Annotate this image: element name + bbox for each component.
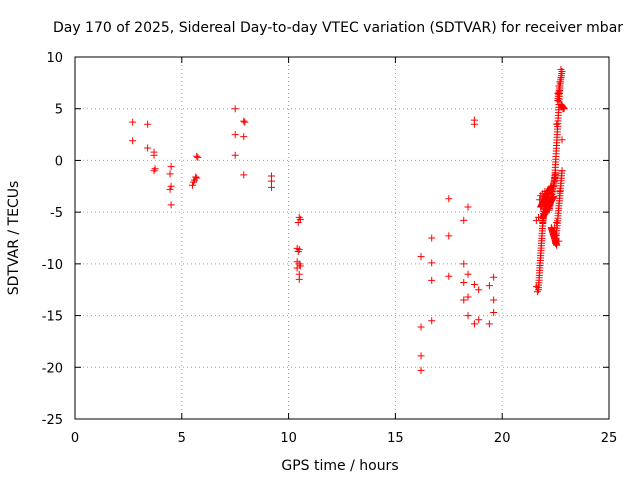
data-point — [558, 167, 566, 175]
data-point — [166, 170, 174, 178]
data-points — [129, 65, 568, 374]
x-tick-label: 10 — [280, 431, 297, 446]
y-tick-label: 10 — [46, 51, 63, 66]
y-axis-label: SDTVAR / TECUs — [6, 181, 22, 296]
data-point — [240, 171, 248, 179]
data-point — [188, 181, 196, 189]
data-point — [460, 216, 468, 224]
data-point — [464, 293, 472, 301]
data-point — [231, 151, 239, 159]
data-point — [464, 312, 472, 320]
plot-frame — [74, 56, 610, 420]
data-point — [167, 163, 175, 171]
data-point — [192, 173, 200, 181]
data-point — [295, 275, 303, 283]
data-point — [428, 317, 436, 325]
data-point — [475, 316, 483, 324]
data-point — [558, 67, 566, 75]
data-point — [485, 320, 493, 328]
data-point — [460, 260, 468, 268]
data-point — [166, 185, 174, 193]
data-point — [490, 273, 498, 281]
data-point — [167, 201, 175, 209]
x-tick-label: 5 — [178, 431, 186, 446]
data-point — [294, 218, 302, 226]
data-point — [129, 137, 137, 145]
data-point — [490, 308, 498, 316]
data-point — [464, 270, 472, 278]
x-axis-label: GPS time / hours — [281, 458, 398, 474]
data-point — [460, 278, 468, 286]
x-tick-label: 15 — [387, 431, 404, 446]
data-point — [150, 151, 158, 159]
data-point — [470, 320, 478, 328]
data-point — [241, 118, 249, 126]
data-point — [417, 253, 425, 261]
y-tick-label: -25 — [42, 413, 63, 428]
data-point — [560, 105, 568, 113]
data-point — [475, 286, 483, 294]
chart-title: Day 170 of 2025, Sidereal Day-to-day VTE… — [53, 20, 623, 36]
data-point — [445, 232, 453, 240]
data-point — [167, 182, 175, 190]
data-point — [485, 282, 493, 290]
data-point — [293, 264, 301, 272]
data-point — [428, 259, 436, 267]
data-point — [470, 120, 478, 128]
data-point — [464, 203, 472, 211]
data-point — [295, 245, 303, 253]
data-point — [193, 174, 201, 182]
x-tick-labels: 0 5 10 15 20 25 — [71, 431, 617, 446]
data-point — [445, 272, 453, 280]
y-tick-label: -10 — [42, 258, 63, 273]
data-point — [129, 118, 137, 126]
data-point — [268, 177, 276, 185]
data-point — [417, 352, 425, 360]
grid-lines — [75, 57, 609, 419]
data-point — [268, 183, 276, 191]
data-point — [231, 131, 239, 139]
data-point — [470, 281, 478, 289]
data-point — [231, 105, 239, 113]
data-point — [240, 117, 248, 125]
y-tick-label: -5 — [50, 206, 63, 221]
data-point — [460, 296, 468, 304]
y-tick-labels: 10 5 0 -5 -10 -15 -20 -25 — [42, 51, 63, 428]
data-point — [428, 234, 436, 242]
x-tick-label: 25 — [601, 431, 618, 446]
x-tick-label: 20 — [494, 431, 511, 446]
data-point — [445, 195, 453, 203]
data-point — [417, 366, 425, 374]
data-point — [150, 167, 158, 175]
data-point — [240, 133, 248, 141]
y-tick-label: 0 — [55, 154, 63, 169]
data-point — [144, 120, 152, 128]
y-tick-label: -20 — [42, 361, 63, 376]
y-tick-label: -15 — [42, 310, 63, 325]
axis-ticks — [74, 56, 610, 420]
data-point — [543, 187, 551, 195]
x-tick-label: 0 — [71, 431, 79, 446]
data-point — [417, 323, 425, 331]
data-point — [490, 296, 498, 304]
data-point — [428, 276, 436, 284]
data-point — [193, 152, 201, 160]
data-point — [194, 153, 202, 161]
y-tick-label: 5 — [55, 103, 63, 118]
data-point — [144, 144, 152, 152]
